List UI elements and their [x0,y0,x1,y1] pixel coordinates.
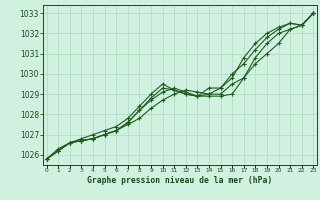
X-axis label: Graphe pression niveau de la mer (hPa): Graphe pression niveau de la mer (hPa) [87,176,273,185]
